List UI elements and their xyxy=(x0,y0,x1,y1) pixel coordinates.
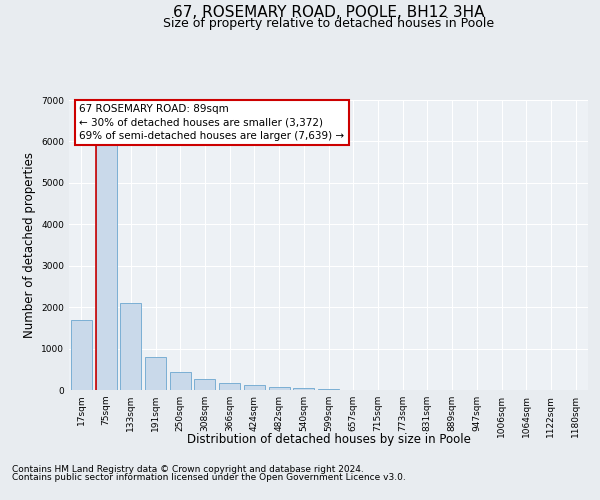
Text: Contains public sector information licensed under the Open Government Licence v3: Contains public sector information licen… xyxy=(12,472,406,482)
Bar xyxy=(95,140,116,390)
Bar xyxy=(120,303,141,390)
Text: 67, ROSEMARY ROAD, POOLE, BH12 3HA: 67, ROSEMARY ROAD, POOLE, BH12 3HA xyxy=(173,5,485,20)
Bar xyxy=(71,320,92,390)
Bar xyxy=(318,389,339,390)
Bar xyxy=(269,386,290,390)
Text: 67 ROSEMARY ROAD: 89sqm
← 30% of detached houses are smaller (3,372)
69% of semi: 67 ROSEMARY ROAD: 89sqm ← 30% of detache… xyxy=(79,104,344,141)
Text: Size of property relative to detached houses in Poole: Size of property relative to detached ho… xyxy=(163,18,494,30)
Y-axis label: Number of detached properties: Number of detached properties xyxy=(23,152,35,338)
Text: Distribution of detached houses by size in Poole: Distribution of detached houses by size … xyxy=(187,432,471,446)
Text: Contains HM Land Registry data © Crown copyright and database right 2024.: Contains HM Land Registry data © Crown c… xyxy=(12,465,364,474)
Bar xyxy=(194,379,215,390)
Bar xyxy=(170,372,191,390)
Bar xyxy=(293,388,314,390)
Bar xyxy=(145,357,166,390)
Bar xyxy=(244,385,265,390)
Bar xyxy=(219,382,240,390)
